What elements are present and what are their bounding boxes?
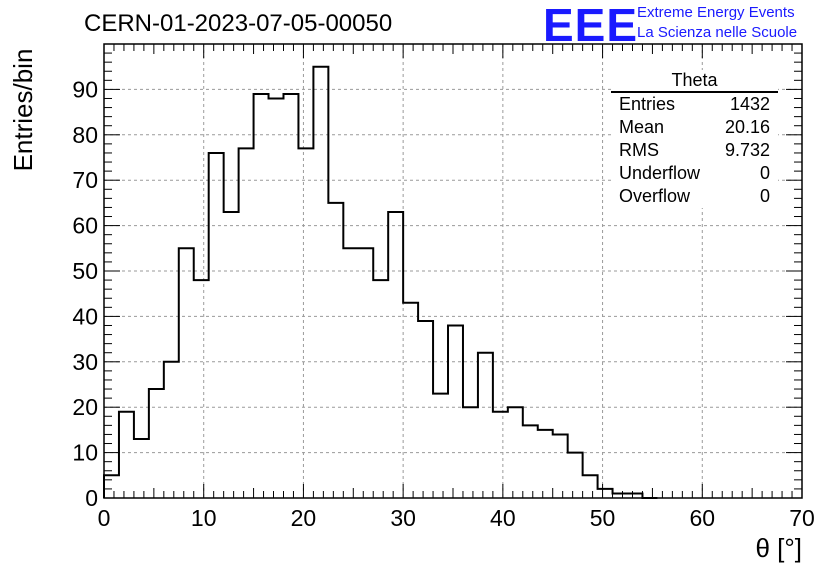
histogram-bin (149, 389, 164, 498)
x-tick-label: 20 (291, 505, 317, 531)
stats-value: 20.16 (724, 117, 770, 137)
histogram-bin (403, 303, 418, 498)
histogram-outline (103, 65, 658, 499)
y-tick-label: 0 (85, 485, 98, 511)
stats-box: Theta Entries 1432 Mean 20.16 RMS 9.732 … (611, 70, 778, 208)
y-tick-label: 70 (72, 167, 98, 193)
histogram-bin (328, 203, 343, 498)
histogram-bin (194, 280, 209, 498)
x-tick-label: 30 (390, 505, 416, 531)
y-tick-label: 40 (72, 303, 98, 329)
stats-row-underflow: Underflow 0 (611, 162, 778, 185)
y-axis-label: Entries/bin (8, 49, 38, 172)
histogram-bin (209, 153, 224, 498)
y-tick-label: 10 (72, 440, 98, 466)
histogram-bin (239, 148, 254, 498)
histogram-bin (433, 394, 448, 498)
stats-row-overflow: Overflow 0 (611, 185, 778, 208)
histogram-bin (583, 475, 598, 498)
stats-label: RMS (619, 140, 659, 160)
y-tick-label: 90 (72, 76, 98, 102)
y-tick-label: 20 (72, 394, 98, 420)
eee-logo-line2: La Scienza nelle Scuole (637, 24, 798, 41)
histogram-bin (343, 248, 358, 498)
histogram-bin (224, 212, 239, 498)
tick-labels: 0 10 20 30 40 50 60 70 0 10 20 30 40 50 60 70 80 90 (72, 76, 814, 531)
histogram-bin (388, 212, 403, 498)
histogram-bin (373, 280, 388, 498)
histogram-bin (134, 439, 149, 498)
histogram-bin (448, 325, 463, 498)
stats-label: Mean (619, 117, 665, 137)
y-tick-label: 80 (72, 122, 98, 148)
eee-logo-line1: Extreme Energy Events (637, 4, 795, 21)
histogram-bin (283, 94, 298, 498)
histogram-bin (598, 489, 613, 498)
histogram-bin (164, 362, 179, 498)
histogram-bin (254, 94, 269, 498)
axis-ticks (103, 43, 803, 499)
histogram-bin (568, 453, 583, 498)
y-tick-label: 30 (72, 349, 98, 375)
x-tick-label: 10 (191, 505, 217, 531)
histogram-bin (478, 353, 493, 498)
histogram-bin (313, 67, 328, 498)
histogram-bin (269, 98, 284, 498)
stats-label: Overflow (619, 186, 691, 206)
histogram-bin (119, 412, 134, 498)
stats-label: Entries (619, 94, 676, 114)
histogram-bars (103, 65, 658, 499)
stats-value: 0 (759, 163, 770, 183)
x-tick-label: 50 (590, 505, 616, 531)
grid (104, 44, 802, 498)
stats-row-entries: Entries 1432 (611, 93, 778, 116)
x-axis-label: θ [°] (755, 533, 802, 563)
stats-value: 9.732 (724, 140, 770, 160)
x-tick-label: 60 (689, 505, 715, 531)
histogram-bin (358, 248, 373, 498)
run-title: CERN-01-2023-07-05-00050 (84, 10, 393, 37)
histogram-bin (418, 321, 433, 498)
histogram-bin (523, 425, 538, 498)
y-tick-label: 50 (72, 258, 98, 284)
stats-row-rms: RMS 9.732 (611, 139, 778, 162)
eee-logo: EEE (543, 0, 639, 51)
x-tick-label: 0 (98, 505, 111, 531)
x-tick-label: 70 (789, 505, 815, 531)
y-tick-label: 60 (72, 213, 98, 239)
histogram-bin (298, 148, 313, 498)
stats-value: 1432 (729, 94, 770, 114)
histogram-bin (553, 434, 568, 498)
x-tick-label: 40 (490, 505, 516, 531)
histogram-bin (104, 475, 119, 498)
histogram-bin (538, 430, 553, 498)
histogram-bin (493, 412, 508, 498)
histogram-bin (179, 248, 194, 498)
stats-row-mean: Mean 20.16 (611, 116, 778, 139)
stats-value: 0 (759, 186, 770, 206)
stats-title: Theta (611, 70, 778, 93)
stats-label: Underflow (619, 163, 701, 183)
